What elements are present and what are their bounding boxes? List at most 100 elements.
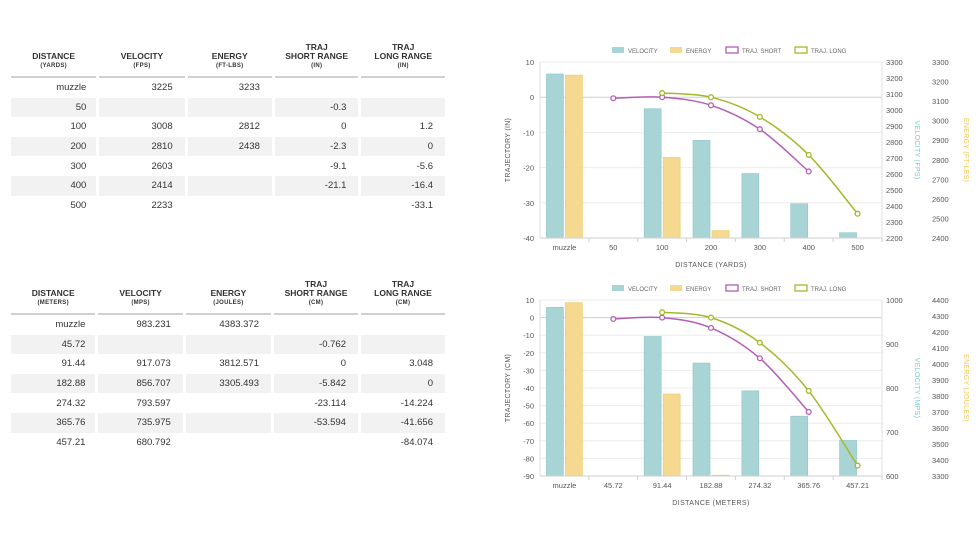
y-tick-left: -90 <box>523 472 534 481</box>
y-tick-right-energy: 3100 <box>932 97 949 106</box>
column-header: ENERGY (JOULES) <box>185 280 271 315</box>
table-cell: -84.074 <box>400 436 433 448</box>
y-tick-right-energy: 4000 <box>932 360 949 369</box>
column-header: TRAJ LONG RANGE (CM) <box>360 279 445 315</box>
column-title: VELOCITY <box>119 288 162 298</box>
legend-swatch <box>794 284 808 292</box>
x-tick-label: 500 <box>851 243 864 252</box>
table-cell: 3.048 <box>409 358 433 370</box>
column-title: TRAJ LONG RANGE <box>374 279 432 298</box>
energy-bar <box>662 157 681 239</box>
x-tick-label: 50 <box>609 243 617 252</box>
y-tick-left: 10 <box>526 58 534 67</box>
table-cell: -2.3 <box>274 136 359 157</box>
ballistics-chart-meters: VELOCITY ENERGY TRAJ. SHORT TRAJ. LONG 10 0 -1… <box>505 284 969 507</box>
column-unit: (FPS) <box>133 63 151 69</box>
table-cell: 917.073 <box>136 358 171 370</box>
x-tick-label: 45.72 <box>604 481 623 490</box>
legend-label: TRAJ. SHORT <box>742 287 782 293</box>
table-cell: -0.762 <box>274 334 358 355</box>
column-header: TRAJ SHORT RANGE (CM) <box>274 280 358 315</box>
traj-short-point <box>805 408 812 415</box>
y-tick-left: -30 <box>523 366 534 375</box>
y-tick-right-velocity: 2200 <box>886 234 903 243</box>
table-cell: -33.1 <box>411 199 433 211</box>
y-tick-right-velocity: 600 <box>886 472 899 481</box>
table-row: muzzle 983.231 4383.372 <box>11 315 445 335</box>
table-cell: 3225 <box>151 82 173 94</box>
y-tick-right-energy: 3800 <box>932 392 949 401</box>
y-tick-right-energy: 3500 <box>932 440 949 449</box>
y-axis-title-energy: ENERGY (FT-LBS) <box>962 118 969 182</box>
chart-legend: VELOCITY ENERGY TRAJ. SHORT TRAJ. LONG <box>612 284 847 293</box>
table-cell <box>274 433 358 453</box>
y-tick-right-energy: 2600 <box>932 195 949 204</box>
table-cell: muzzle <box>56 82 87 94</box>
table-cell: 300 <box>70 160 87 172</box>
table-cell: 45.72 <box>11 334 96 355</box>
column-unit: (YARDS) <box>40 63 67 69</box>
legend-label: TRAJ. LONG <box>811 287 847 293</box>
velocity-bar <box>839 440 857 477</box>
table-cell <box>188 196 272 216</box>
legend-swatch <box>612 285 624 291</box>
y-axis-title-velocity: VELOCITY (FPS) <box>913 121 920 180</box>
table-cell: 91.44 <box>61 358 86 370</box>
table-row: 500 2233 -33.1 <box>11 196 445 216</box>
table-cell: 2603 <box>151 160 173 172</box>
x-tick-label: 274.32 <box>748 481 771 490</box>
y-tick-right-velocity: 3100 <box>886 90 903 99</box>
traj-short-point <box>707 102 715 109</box>
column-title: VELOCITY <box>120 51 164 61</box>
table-cell: 3305.493 <box>185 373 271 394</box>
legend-swatch <box>794 46 808 54</box>
table-cell <box>275 196 359 216</box>
y-tick-right-velocity: 1000 <box>886 296 903 305</box>
traj-long-point <box>659 89 666 97</box>
table-cell: 400 <box>11 175 97 196</box>
traj-long-line <box>662 311 859 466</box>
traj-short-point <box>756 355 763 362</box>
table-cell: 2438 <box>187 136 272 157</box>
y-tick-right-velocity: 2800 <box>886 138 903 147</box>
column-header: DISTANCE (YARDS) <box>11 43 97 78</box>
table-cell <box>361 315 445 335</box>
table-row: 274.32 793.597 -23.114 -14.224 <box>11 393 445 413</box>
y-tick-left: -10 <box>523 128 534 137</box>
table-cell <box>187 175 272 196</box>
y-tick-right-velocity: 3200 <box>886 74 903 83</box>
table-header-row: DISTANCE (METERS) VELOCITY (MPS) ENERGY (JOUL… <box>11 280 445 315</box>
column-unit: (CM) <box>395 300 411 306</box>
column-title: TRAJ SHORT RANGE <box>285 42 349 61</box>
y-tick-right-energy: 3200 <box>932 78 949 87</box>
traj-long-point <box>756 339 763 346</box>
table-cell: -14.224 <box>400 397 433 409</box>
table-row: muzzle 3225 3233 <box>11 78 445 98</box>
x-axis-title: DISTANCE (METERS) <box>672 500 749 507</box>
y-tick-right-energy: 4200 <box>932 328 949 337</box>
legend-swatch <box>725 284 739 292</box>
table-cell: 182.88 <box>11 373 96 394</box>
traj-long-point <box>707 314 715 321</box>
table-row: 400 2414 -21.1 -16.4 <box>11 175 445 196</box>
traj-long-point <box>659 309 666 316</box>
y-tick-right-energy: 2800 <box>932 156 949 165</box>
y-tick-left: -50 <box>523 402 534 411</box>
table-cell: 983.231 <box>136 319 171 331</box>
table-cell: 2810 <box>99 136 185 157</box>
y-tick-right-energy: 2900 <box>932 136 949 145</box>
table-cell: 680.792 <box>136 436 171 448</box>
y-tick-right-velocity: 2700 <box>886 154 903 163</box>
x-axis-title: DISTANCE (YARDS) <box>675 262 746 269</box>
y-tick-right-velocity: 2300 <box>886 218 903 227</box>
velocity-bar <box>790 203 809 239</box>
y-tick-right-energy: 3900 <box>932 376 949 385</box>
y-tick-right-velocity: 700 <box>886 428 899 437</box>
y-tick-left: 10 <box>526 296 534 305</box>
y-axis-title-left: TRAJECTORY (IN) <box>505 118 512 182</box>
y-tick-right-velocity: 2600 <box>886 170 903 179</box>
table-cell: -0.3 <box>274 97 359 118</box>
y-tick-right-energy: 4400 <box>932 296 949 305</box>
table-cell <box>187 97 272 118</box>
table-cell <box>361 97 445 118</box>
